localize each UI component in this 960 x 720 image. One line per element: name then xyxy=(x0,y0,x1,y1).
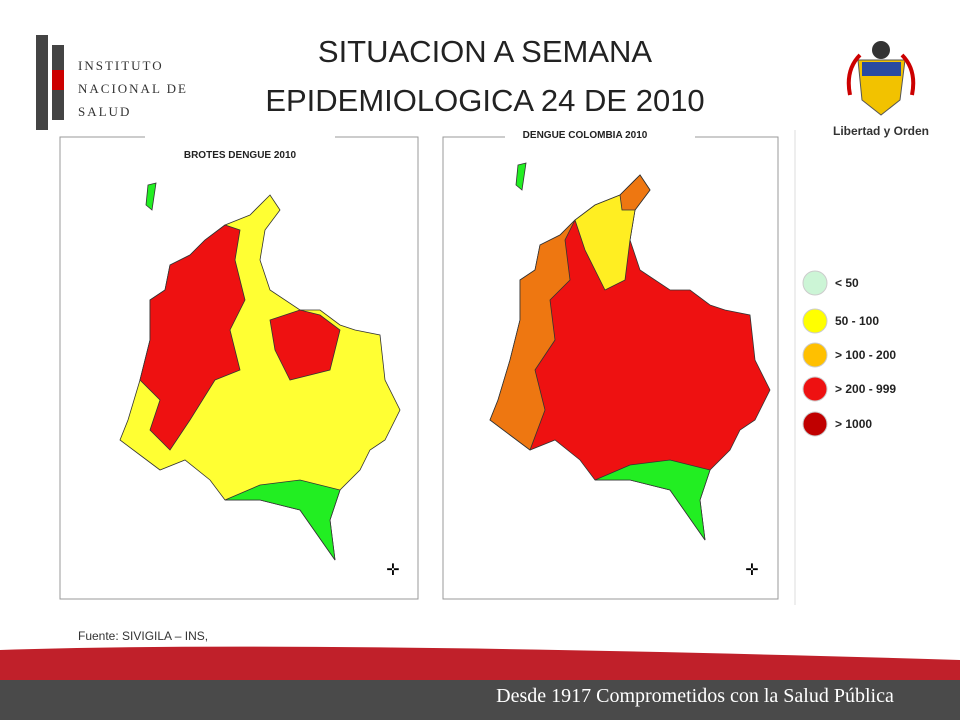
legend-swatch xyxy=(802,270,828,296)
source: Fuente: SIVIGILA – INS, xyxy=(78,629,208,643)
frame-gap xyxy=(145,132,335,142)
coat-of-arms xyxy=(846,41,916,116)
footer-text: Desde 1917 Comprometidos con la Salud Pú… xyxy=(496,685,894,707)
title-line: SITUACION A SEMANA xyxy=(318,34,653,69)
legend: < 50 50 - 100 > 100 - 200 > 200 - 999 > 1000 xyxy=(802,270,896,437)
map-title: BROTES DENGUE 2010 xyxy=(184,150,297,161)
footer-band xyxy=(0,680,960,720)
map-title: DENGUE COLOMBIA 2010 xyxy=(523,130,648,141)
map-brotes xyxy=(119,182,401,561)
legend-label: 50 - 100 xyxy=(835,314,879,328)
title-line: EPIDEMIOLOGICA 24 DE 2010 xyxy=(265,83,704,118)
motto: Libertad y Orden xyxy=(833,124,929,138)
logo-text: SALUD xyxy=(78,104,131,119)
frame-gap xyxy=(505,130,695,142)
logo-text: INSTITUTO xyxy=(78,58,164,73)
legend-swatch xyxy=(802,308,828,334)
compass: ✛ xyxy=(745,562,758,579)
legend-label: > 100 - 200 xyxy=(835,348,896,362)
map-dengue xyxy=(489,162,771,541)
logo-text: NACIONAL DE xyxy=(78,81,188,96)
ins-logo xyxy=(36,35,64,130)
legend-label: > 200 - 999 xyxy=(835,382,896,396)
legend-swatch xyxy=(802,342,828,368)
compass: ✛ xyxy=(386,562,399,579)
legend-label: > 1000 xyxy=(835,417,872,431)
legend-label: < 50 xyxy=(835,276,859,290)
legend-swatch xyxy=(802,411,828,437)
legend-swatch xyxy=(802,376,828,402)
